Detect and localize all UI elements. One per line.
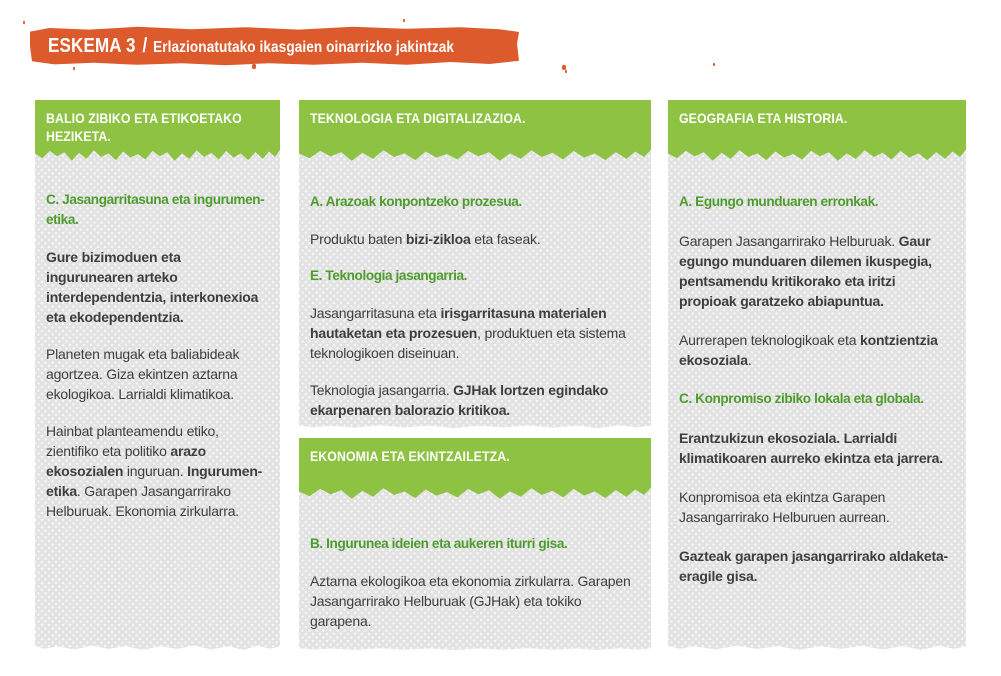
text-run: inguruan.: [123, 463, 188, 479]
card-geografia: GEOGRAFIA ETA HISTORIA. A. Egungo mundua…: [668, 100, 966, 650]
title-separator: /: [142, 34, 148, 57]
card-teknologia: TEKNOLOGIA ETA DIGITALIZAZIOA. A. Arazoa…: [299, 100, 651, 428]
card-title: GEOGRAFIA ETA HISTORIA.: [679, 110, 848, 126]
card-paragraph: Hainbat planteamendu etiko, zientifiko e…: [46, 421, 270, 521]
text-run: Gaur egungo munduaren dilemen ikuspegia,…: [679, 233, 932, 309]
card-paragraph: Gazteak garapen jasangarrirako aldaketa-…: [679, 546, 956, 586]
card-subheading: A. Arazoak konpontzeko prozesua.: [310, 192, 641, 212]
text-run: Garapen Jasangarrirako Helburuak.: [679, 233, 899, 249]
card-paragraph: Gure bizimoduen eta ingurunearen arteko …: [46, 247, 270, 327]
card-paragraph: Konpromisoa eta ekintza Garapen Jasangar…: [679, 487, 956, 527]
card-paragraph: Teknologia jasangarria. GJHak lortzen eg…: [310, 380, 641, 420]
text-run: irisgarritasuna materialen hautaketan et…: [310, 305, 607, 341]
card-title: EKONOMIA ETA EKINTZAILETZA.: [310, 448, 510, 464]
card-body-balio-zibikoa: C. Jasangarritasuna eta ingurumen-etika.…: [35, 162, 280, 650]
text-run: Hainbat planteamendu etiko, zientifiko e…: [46, 423, 219, 459]
text-run: , produktuen eta sistema teknologikoen d…: [310, 325, 626, 361]
text-run: Gazteak garapen jasangarrirako aldaketa-…: [679, 548, 949, 584]
text-run: Gure bizimoduen eta ingurunearen arteko …: [46, 249, 259, 325]
text-run: Konpromisoa eta ekintza Garapen Jasangar…: [679, 489, 890, 525]
text-run: C. Jasangarritasuna eta ingurumen-etika.: [46, 192, 265, 227]
text-run: Aztarna ekologikoa eta ekonomia zirkular…: [310, 573, 631, 629]
text-run: Planeten mugak eta baliabideak agortzea.…: [46, 346, 240, 402]
card-paragraph: Produktu baten bizi-zikloa eta faseak.: [310, 229, 641, 249]
card-paragraph: Aztarna ekologikoa eta ekonomia zirkular…: [310, 571, 641, 631]
spray-paint-specks: [252, 64, 256, 69]
text-run: Erantzukizun ekosoziala. Larrialdi klima…: [679, 430, 943, 466]
card-header-teknologia: TEKNOLOGIA ETA DIGITALIZAZIOA.: [299, 100, 651, 161]
card-subheading: B. Ingurunea ideien eta aukeren iturri g…: [310, 534, 641, 554]
text-run: C. Konpromiso zibiko lokala eta globala.: [679, 391, 924, 406]
card-ekonomia: EKONOMIA ETA EKINTZAILETZA. B. Ingurunea…: [299, 438, 651, 650]
schema-title-banner: ESKEMA 3 / Erlazionatutako ikasgaien oin…: [30, 26, 519, 66]
text-run: .: [747, 352, 752, 368]
card-subheading: E. Teknologia jasangarria.: [310, 266, 641, 286]
schema-title-text: ESKEMA 3 / Erlazionatutako ikasgaien oin…: [48, 35, 454, 58]
text-run: A. Arazoak konpontzeko prozesua.: [310, 194, 522, 209]
card-paragraph: Garapen Jasangarrirako Helburuak. Gaur e…: [679, 231, 956, 311]
card-header-ekonomia: EKONOMIA ETA EKINTZAILETZA.: [299, 438, 651, 499]
card-header-geografia: GEOGRAFIA ETA HISTORIA.: [668, 100, 966, 161]
card-title: TEKNOLOGIA ETA DIGITALIZAZIOA.: [310, 110, 526, 126]
card-paragraph: Jasangarritasuna eta irisgarritasuna mat…: [310, 303, 641, 363]
text-run: A. Egungo munduaren erronkak.: [679, 194, 879, 209]
text-run: Produktu baten: [310, 231, 406, 247]
schema-subtitle: Erlazionatutako ikasgaien oinarrizko jak…: [153, 38, 455, 56]
text-run: . Garapen Jasangarrirako Helburuak. Ekon…: [46, 483, 239, 519]
card-body-teknologia: A. Arazoak konpontzeko prozesua. Produktu…: [299, 162, 651, 428]
schema-number: ESKEMA 3: [48, 34, 136, 57]
card-title: BALIO ZIBIKO ETA ETIKOETAKO HEZIKETA.: [46, 110, 242, 144]
card-paragraph: Planeten mugak eta baliabideak agortzea.…: [46, 344, 270, 404]
card-subheading: C. Konpromiso zibiko lokala eta globala.: [679, 389, 956, 409]
text-run: B. Ingurunea ideien eta aukeren iturri g…: [310, 536, 568, 551]
text-run: Ingurumen-etika: [46, 463, 263, 499]
card-body-geografia: A. Egungo munduaren erronkak. Garapen Jas…: [668, 162, 966, 650]
text-run: bizi-zikloa: [405, 231, 471, 247]
text-run: kontzientzia ekosoziala: [679, 332, 938, 368]
card-subheading: A. Egungo munduaren erronkak.: [679, 192, 956, 212]
text-run: GJHak lortzen egindako ekarpenaren balor…: [310, 382, 609, 418]
text-run: Aurrerapen teknologikoak eta: [679, 332, 860, 348]
card-paragraph: Aurrerapen teknologikoak eta kontzientzi…: [679, 330, 956, 370]
text-run: eta faseak.: [470, 231, 541, 247]
text-run: E. Teknologia jasangarria.: [310, 268, 468, 283]
card-header-balio-zibikoa: BALIO ZIBIKO ETA ETIKOETAKO HEZIKETA.: [35, 100, 280, 161]
text-run: Teknologia jasangarria.: [310, 382, 454, 398]
text-run: arazo ekosozialen: [46, 443, 206, 479]
card-balio-zibikoa: BALIO ZIBIKO ETA ETIKOETAKO HEZIKETA. C.…: [35, 100, 280, 650]
card-paragraph: Erantzukizun ekosoziala. Larrialdi klima…: [679, 428, 956, 468]
card-body-ekonomia: B. Ingurunea ideien eta aukeren iturri g…: [299, 500, 651, 650]
card-subheading: C. Jasangarritasuna eta ingurumen-etika.: [46, 190, 270, 230]
text-run: Jasangarritasuna eta: [310, 305, 441, 321]
